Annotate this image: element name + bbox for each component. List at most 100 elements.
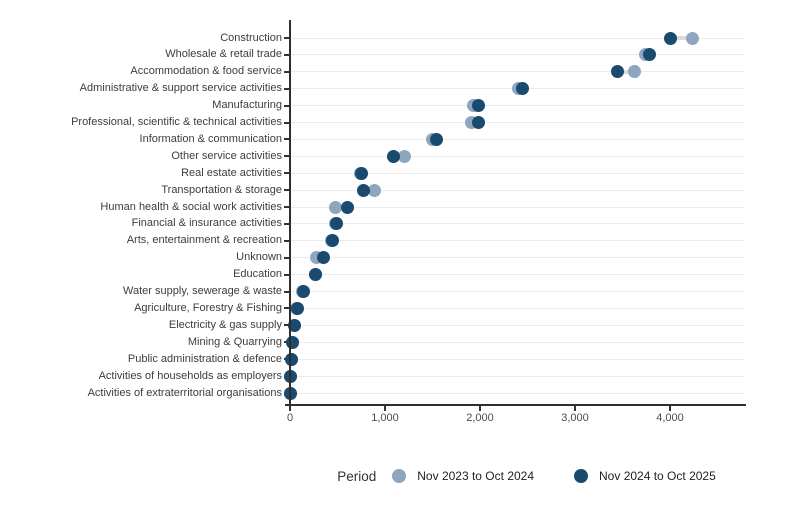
data-dot-nov-2024-to-oct-2025 bbox=[642, 48, 656, 62]
category-gridline bbox=[290, 291, 745, 293]
category-label: Professional, scientific & technical act… bbox=[71, 116, 282, 129]
category-label: Manufacturing bbox=[212, 99, 282, 112]
x-axis-tick bbox=[574, 406, 576, 411]
x-axis-tick-label: 0 bbox=[286, 412, 294, 424]
data-dot-nov-2024-to-oct-2025 bbox=[326, 234, 340, 248]
category-label: Information & communication bbox=[139, 132, 282, 145]
category-label: Education bbox=[233, 268, 282, 281]
data-dot-nov-2024-to-oct-2025 bbox=[356, 183, 370, 197]
y-axis-tick bbox=[284, 307, 289, 310]
y-axis-tick bbox=[284, 189, 289, 192]
category-label: Unknown bbox=[236, 251, 282, 264]
category-gridline bbox=[290, 257, 745, 259]
y-axis-tick bbox=[284, 290, 289, 293]
data-dot-nov-2024-to-oct-2025 bbox=[387, 149, 401, 163]
x-axis-tick bbox=[384, 406, 386, 411]
category-label: Activities of extraterritorial organisat… bbox=[87, 386, 282, 399]
y-axis-tick bbox=[284, 239, 289, 242]
y-axis-tick bbox=[284, 53, 289, 56]
data-dot-nov-2024-to-oct-2025 bbox=[330, 217, 344, 231]
category-label: Wholesale & retail trade bbox=[165, 48, 282, 61]
data-dot-nov-2024-to-oct-2025 bbox=[341, 200, 355, 214]
data-dot-nov-2023-to-oct-2024 bbox=[686, 31, 700, 45]
y-axis-tick bbox=[284, 138, 289, 141]
category-gridline bbox=[290, 71, 745, 73]
category-gridline bbox=[290, 37, 745, 39]
x-axis-tick-label: 1,000 bbox=[371, 412, 399, 424]
data-dot-nov-2024-to-oct-2025 bbox=[354, 166, 368, 180]
y-axis-tick bbox=[284, 172, 289, 175]
category-gridline bbox=[290, 206, 745, 208]
legend-swatch-dark-dot-icon bbox=[574, 469, 589, 483]
category-gridline bbox=[290, 307, 745, 309]
y-axis-tick bbox=[284, 104, 289, 107]
category-label: Human health & social work activities bbox=[100, 200, 282, 213]
x-axis-tick-label: 3,000 bbox=[561, 412, 589, 424]
x-axis-line bbox=[285, 404, 746, 406]
category-gridline bbox=[290, 105, 745, 107]
legend-item-nov-2023-oct-2024: Nov 2023 to Oct 2024 bbox=[392, 469, 534, 483]
category-label: Arts, entertainment & recreation bbox=[126, 234, 282, 247]
category-label: Financial & insurance activities bbox=[131, 217, 282, 230]
chart-legend: Period Nov 2023 to Oct 2024 Nov 2024 to … bbox=[260, 463, 793, 489]
legend-label: Nov 2023 to Oct 2024 bbox=[417, 469, 535, 483]
y-axis-tick bbox=[284, 155, 289, 158]
x-axis-tick-label: 4,000 bbox=[656, 412, 684, 424]
category-label: Transportation & storage bbox=[161, 183, 282, 196]
data-dot-nov-2023-to-oct-2024 bbox=[328, 200, 342, 214]
data-dot-nov-2024-to-oct-2025 bbox=[316, 251, 330, 265]
x-axis-tick-label: 2,000 bbox=[466, 412, 494, 424]
data-dot-nov-2024-to-oct-2025 bbox=[471, 116, 485, 130]
legend-swatch-light-dot-icon bbox=[392, 469, 407, 483]
category-label: Agriculture, Forestry & Fishing bbox=[134, 301, 282, 314]
category-gridline bbox=[290, 375, 745, 377]
y-axis-tick bbox=[284, 222, 289, 225]
y-axis-tick bbox=[284, 87, 289, 90]
legend-item-nov-2024-oct-2025: Nov 2024 to Oct 2025 bbox=[574, 469, 716, 483]
category-gridline bbox=[290, 54, 745, 56]
data-dot-nov-2024-to-oct-2025 bbox=[309, 268, 323, 282]
category-label: Activities of households as employers bbox=[98, 369, 282, 382]
y-axis-tick bbox=[284, 121, 289, 124]
category-label: Mining & Quarrying bbox=[187, 335, 282, 348]
y-axis-tick bbox=[284, 273, 289, 276]
data-dot-nov-2024-to-oct-2025 bbox=[284, 352, 298, 366]
category-gridline bbox=[290, 392, 745, 394]
category-label: Construction bbox=[220, 31, 282, 44]
category-gridline bbox=[290, 122, 745, 124]
category-gridline bbox=[290, 138, 745, 140]
data-dot-nov-2024-to-oct-2025 bbox=[290, 301, 304, 315]
category-gridline bbox=[290, 358, 745, 360]
data-dot-nov-2024-to-oct-2025 bbox=[288, 318, 302, 332]
data-dot-nov-2024-to-oct-2025 bbox=[664, 31, 678, 45]
y-axis-tick bbox=[284, 70, 289, 73]
category-gridline bbox=[290, 341, 745, 343]
y-axis-tick bbox=[284, 37, 289, 39]
category-label: Water supply, sewerage & waste bbox=[123, 285, 282, 298]
category-gridline bbox=[290, 223, 745, 225]
category-gridline bbox=[290, 240, 745, 242]
category-gridline bbox=[290, 155, 745, 157]
data-dot-nov-2024-to-oct-2025 bbox=[429, 132, 443, 146]
dot-connector bbox=[670, 36, 693, 40]
data-dot-nov-2023-to-oct-2024 bbox=[368, 183, 382, 197]
y-axis-line bbox=[289, 20, 291, 406]
category-label: Electricity & gas supply bbox=[168, 318, 282, 331]
data-dot-nov-2024-to-oct-2025 bbox=[611, 65, 625, 79]
category-label: Accommodation & food service bbox=[130, 65, 282, 78]
y-axis-tick bbox=[284, 324, 289, 327]
category-label: Administrative & support service activit… bbox=[79, 82, 282, 95]
legend-title: Period bbox=[337, 468, 377, 484]
data-dot-nov-2024-to-oct-2025 bbox=[296, 285, 310, 299]
data-dot-nov-2024-to-oct-2025 bbox=[471, 99, 485, 113]
data-dot-nov-2023-to-oct-2024 bbox=[397, 149, 411, 163]
category-gridline bbox=[290, 274, 745, 276]
x-axis-tick bbox=[479, 406, 481, 411]
x-axis-tick bbox=[289, 406, 291, 411]
category-gridline bbox=[290, 324, 745, 326]
category-label: Public administration & defence bbox=[127, 352, 282, 365]
category-label: Real estate activities bbox=[181, 166, 282, 179]
y-axis-tick bbox=[284, 206, 289, 209]
category-label: Other service activities bbox=[171, 149, 282, 162]
